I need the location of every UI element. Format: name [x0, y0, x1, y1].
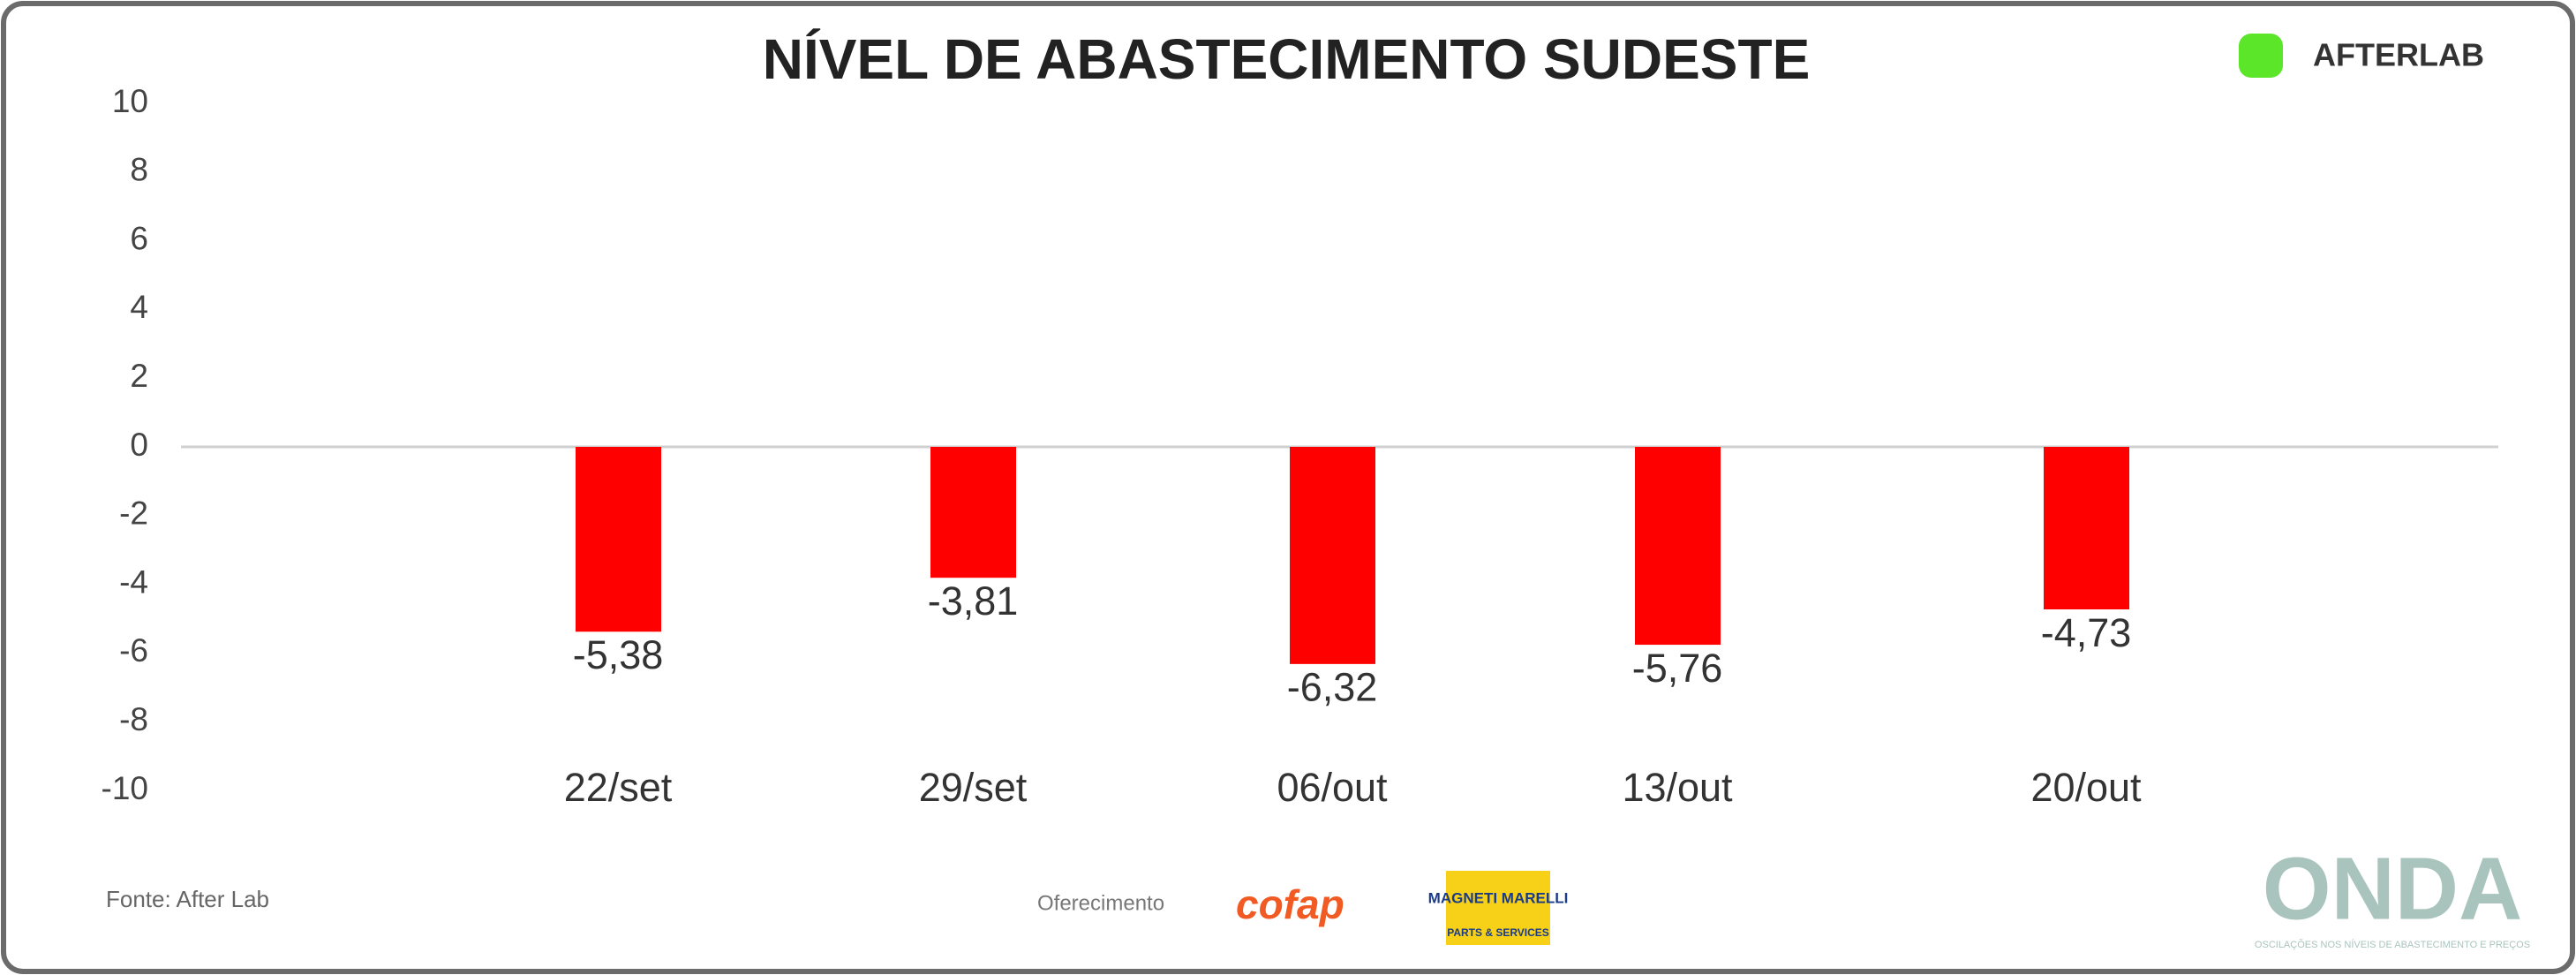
y-tick-label: -10 — [102, 770, 148, 806]
value-label: -3,81 — [928, 578, 1019, 624]
y-tick-label: 8 — [130, 152, 148, 188]
source: Fonte: After Lab — [106, 886, 269, 912]
x-tick-label: 29/set — [919, 765, 1028, 810]
y-tick-label: 2 — [130, 358, 148, 394]
bar — [2044, 447, 2129, 609]
onda-mark: ONDA — [2263, 839, 2522, 938]
y-tick-label: -6 — [119, 632, 148, 669]
onda-sub: OSCILAÇÕES NOS NÍVEIS DE ABASTECIMENTO E… — [2255, 939, 2530, 950]
sponsor-label: Oferecimento — [1037, 891, 1164, 915]
x-tick-label: 06/out — [1277, 765, 1388, 810]
value-label: -6,32 — [1287, 665, 1378, 710]
x-tick-label: 13/out — [1622, 765, 1733, 810]
value-label: -5,38 — [573, 632, 664, 677]
bar — [1290, 447, 1375, 664]
brand-logo — [2239, 34, 2283, 78]
y-tick-label: 6 — [130, 220, 148, 256]
brand: AFTERLAB — [2313, 37, 2484, 73]
y-tick-label: -2 — [119, 495, 148, 532]
chart-title: NÍVEL DE ABASTECIMENTO SUDESTE — [763, 27, 1811, 91]
sponsor-logo — [1446, 871, 1550, 945]
bar — [576, 447, 661, 632]
x-tick-label: 22/set — [564, 765, 673, 810]
sponsor-marelli: MAGNETI MARELLI — [1428, 889, 1569, 906]
bar — [1635, 447, 1721, 646]
y-tick-label: 4 — [130, 289, 148, 325]
y-tick-label: 0 — [130, 427, 148, 463]
y-tick-label: -8 — [119, 701, 148, 737]
x-tick-label: 20/out — [2030, 765, 2142, 810]
value-label: -5,76 — [1632, 646, 1723, 691]
sponsor-cofap: cofap — [1236, 881, 1344, 927]
sponsor-marelli-sub: PARTS & SERVICES — [1447, 926, 1549, 939]
y-tick-label: -4 — [119, 563, 148, 600]
y-tick-label: 10 — [112, 83, 148, 119]
value-label: -4,73 — [2041, 610, 2132, 655]
bar — [930, 447, 1016, 578]
